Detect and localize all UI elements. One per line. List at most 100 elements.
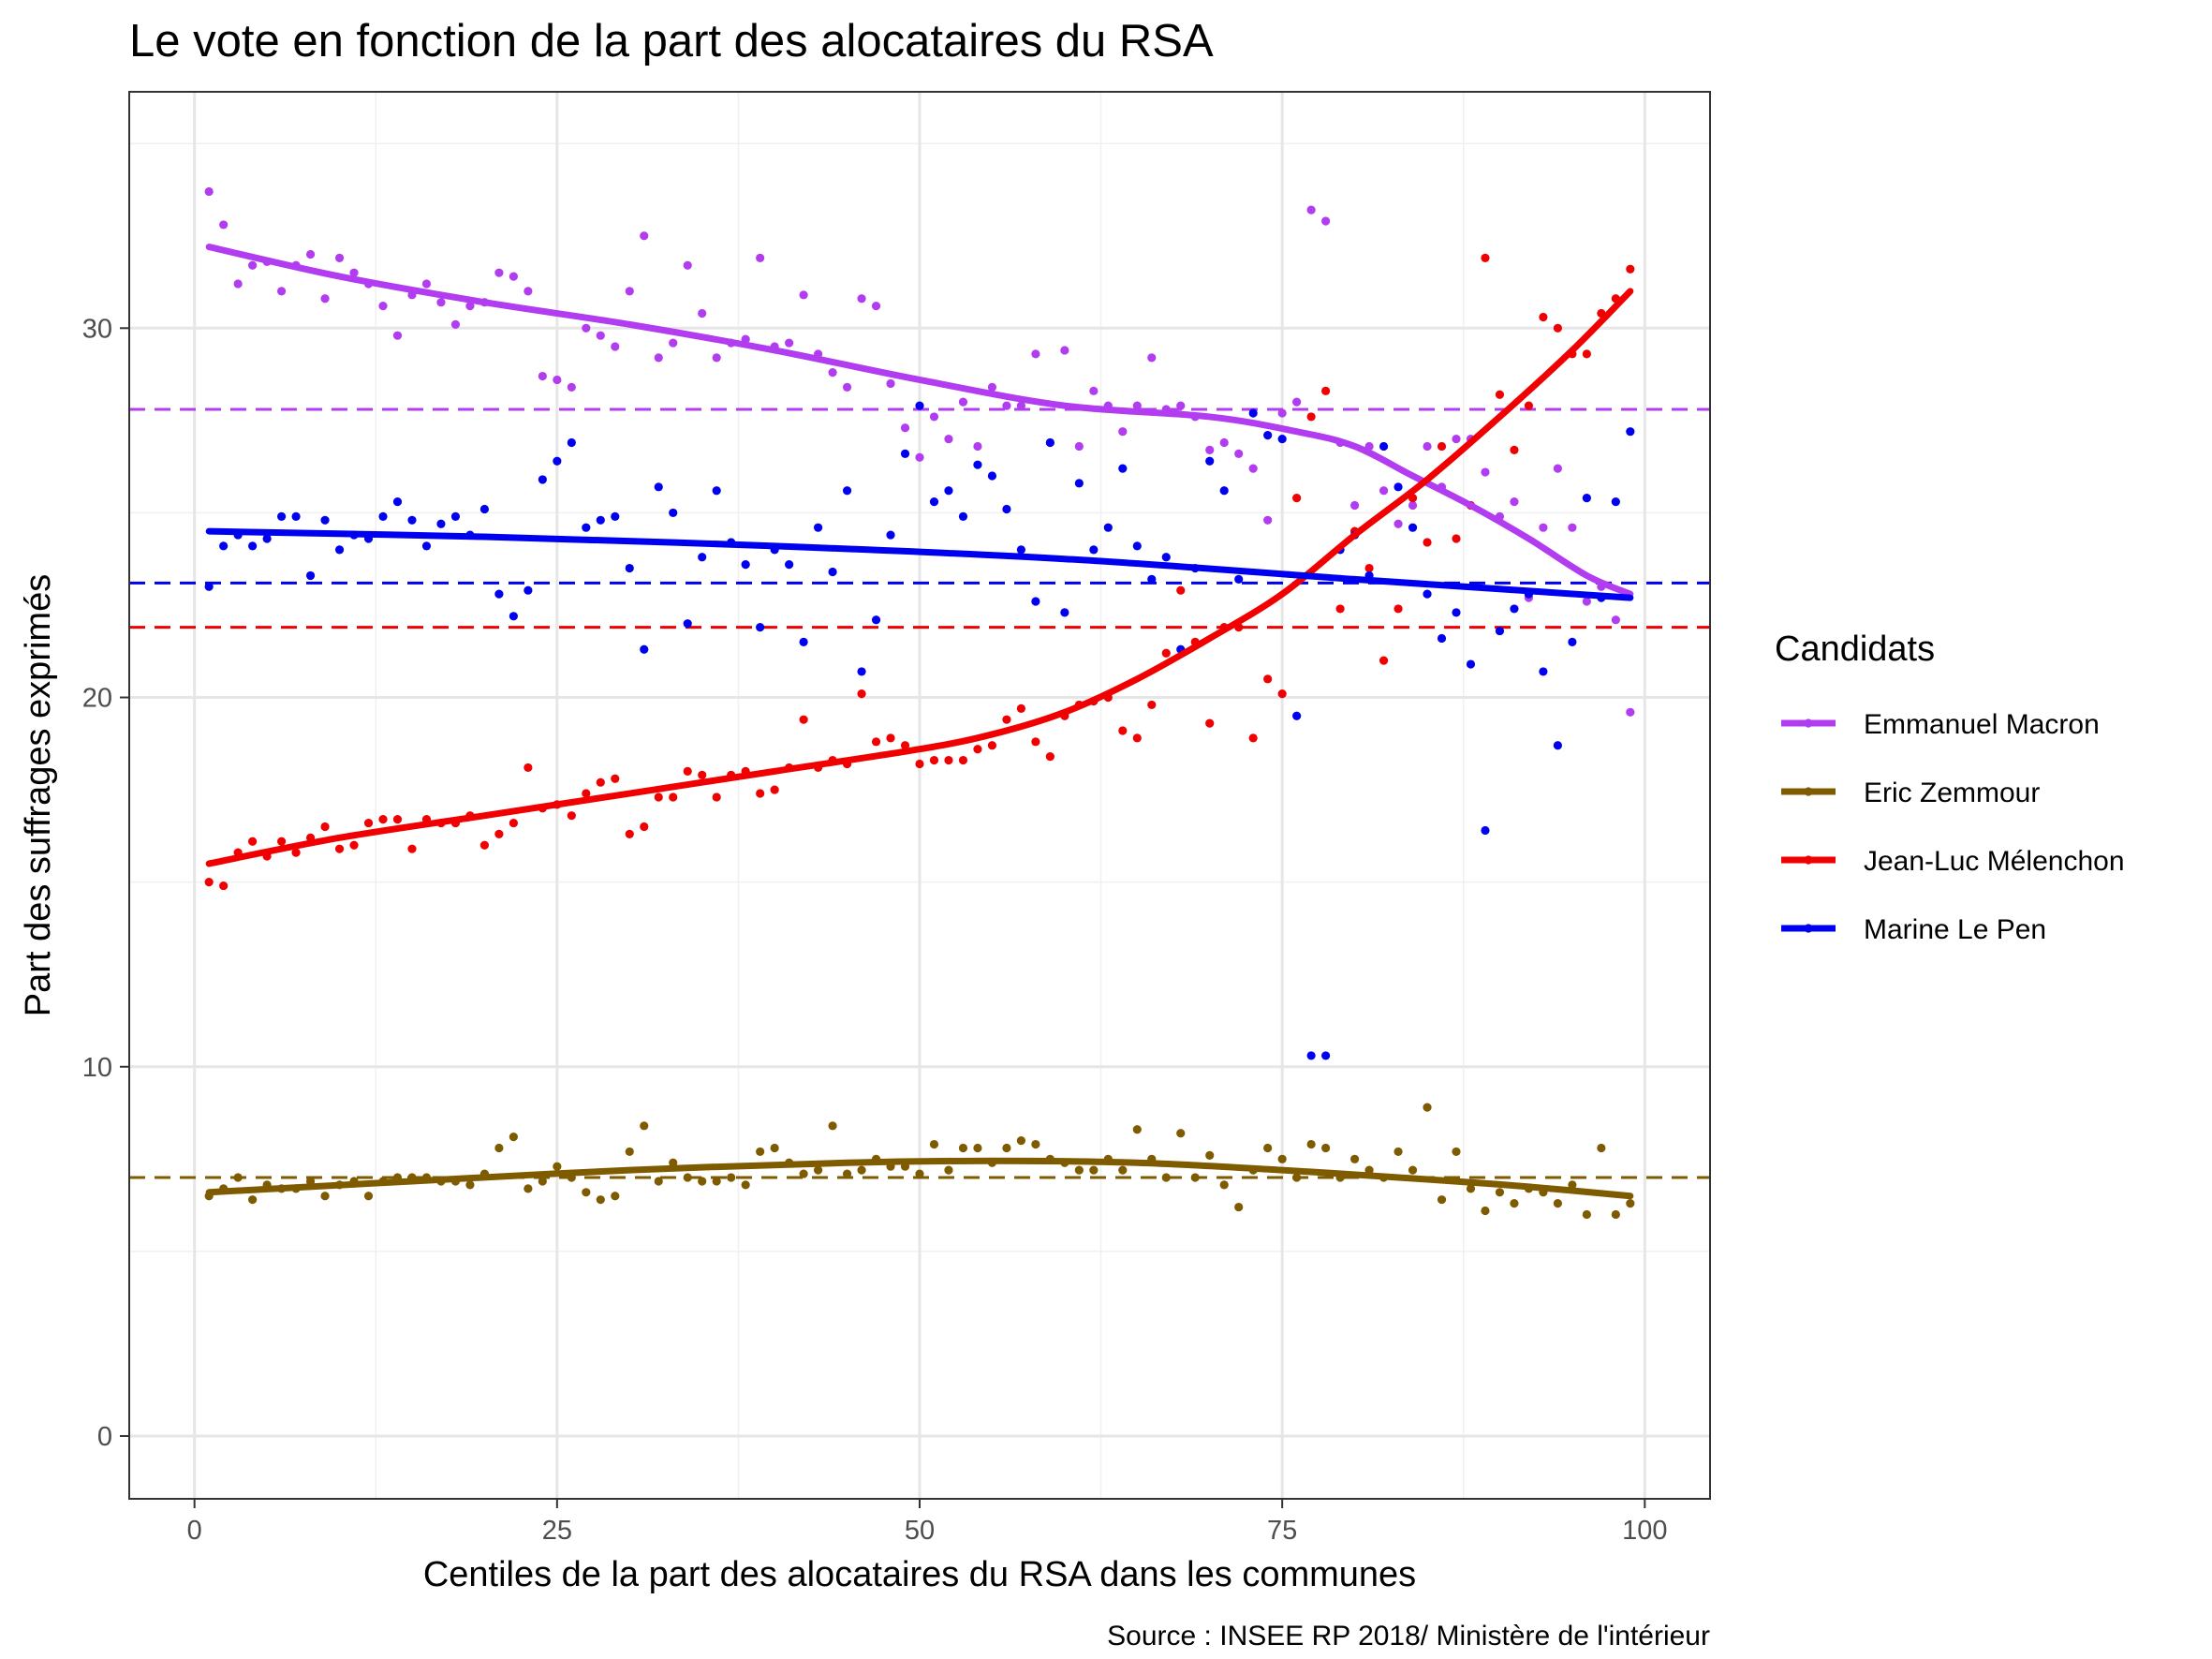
point-emmanuel-macron [1219, 437, 1229, 448]
point-marine-le-pen [1553, 741, 1562, 750]
point-marine-le-pen [741, 560, 750, 570]
point-eric-zemmour [857, 1165, 866, 1175]
point-emmanuel-macron [799, 290, 808, 300]
point-eric-zemmour [1394, 1147, 1403, 1157]
x-tick-label: 100 [1622, 1516, 1667, 1546]
point-emmanuel-macron [1132, 401, 1142, 410]
point-emmanuel-macron [712, 353, 721, 363]
point-emmanuel-macron [553, 375, 562, 385]
point-marine-le-pen [334, 545, 345, 555]
point-eric-zemmour [929, 1139, 939, 1149]
point-eric-zemmour [1219, 1180, 1229, 1190]
point-emmanuel-macron [1510, 496, 1519, 507]
point-jean-luc-melenchon [611, 774, 620, 783]
point-jean-luc-melenchon [1423, 538, 1432, 547]
point-emmanuel-macron [1263, 515, 1273, 525]
point-eric-zemmour [1466, 1184, 1476, 1193]
point-emmanuel-macron [654, 353, 663, 363]
point-marine-le-pen [1582, 494, 1591, 503]
point-marine-le-pen [1379, 441, 1389, 452]
point-jean-luc-melenchon [669, 792, 678, 802]
point-marine-le-pen [305, 570, 316, 581]
point-emmanuel-macron [392, 331, 403, 340]
point-emmanuel-macron [669, 338, 678, 348]
point-jean-luc-melenchon [1452, 534, 1461, 543]
y-tick-label: 20 [82, 684, 112, 714]
point-marine-le-pen [712, 486, 721, 496]
point-jean-luc-melenchon [1176, 585, 1186, 595]
point-marine-le-pen [219, 541, 229, 551]
point-jean-luc-melenchon [871, 737, 881, 747]
point-marine-le-pen [262, 534, 272, 543]
point-marine-le-pen [1568, 637, 1577, 646]
point-eric-zemmour [915, 1169, 924, 1178]
point-marine-le-pen [1626, 427, 1635, 437]
y-tick-label: 10 [82, 1053, 112, 1083]
point-marine-le-pen [842, 486, 852, 496]
point-marine-le-pen [828, 567, 837, 577]
point-emmanuel-macron [1349, 500, 1360, 511]
point-marine-le-pen [1161, 553, 1171, 562]
point-emmanuel-macron [1060, 346, 1069, 355]
point-emmanuel-macron [857, 294, 866, 304]
point-emmanuel-macron [334, 253, 345, 263]
point-marine-le-pen [1205, 456, 1215, 466]
point-jean-luc-melenchon [1248, 733, 1258, 743]
point-emmanuel-macron [1394, 519, 1403, 528]
point-emmanuel-macron [1292, 397, 1302, 407]
point-eric-zemmour [756, 1147, 765, 1157]
point-marine-le-pen [407, 515, 417, 525]
point-eric-zemmour [625, 1147, 634, 1157]
point-emmanuel-macron [1248, 464, 1258, 473]
point-jean-luc-melenchon [1495, 390, 1505, 399]
point-marine-le-pen [785, 560, 794, 570]
legend-key-dot [1804, 855, 1813, 865]
point-emmanuel-macron [233, 279, 243, 289]
point-marine-le-pen [1263, 431, 1273, 440]
point-jean-luc-melenchon [291, 848, 301, 857]
point-eric-zemmour [1408, 1165, 1418, 1175]
point-eric-zemmour [494, 1143, 504, 1153]
point-eric-zemmour [363, 1192, 374, 1201]
point-eric-zemmour [1626, 1199, 1635, 1208]
point-eric-zemmour [799, 1169, 808, 1178]
point-jean-luc-melenchon [334, 844, 345, 853]
point-marine-le-pen [421, 541, 432, 551]
point-marine-le-pen [509, 612, 518, 621]
x-axis-title: Centiles de la part des alocataires du R… [423, 1555, 1416, 1594]
point-jean-luc-melenchon [204, 878, 214, 887]
point-emmanuel-macron [1074, 441, 1084, 452]
point-jean-luc-melenchon [1437, 441, 1447, 452]
point-emmanuel-macron [625, 287, 634, 296]
point-marine-le-pen [915, 401, 924, 410]
point-marine-le-pen [1466, 659, 1476, 669]
point-jean-luc-melenchon [494, 829, 504, 838]
x-tick-label: 25 [542, 1516, 572, 1546]
point-marine-le-pen [698, 553, 707, 562]
point-jean-luc-melenchon [509, 818, 518, 828]
point-emmanuel-macron [582, 323, 591, 333]
point-jean-luc-melenchon [363, 818, 374, 828]
point-marine-le-pen [1248, 408, 1258, 418]
point-jean-luc-melenchon [1045, 752, 1054, 762]
point-emmanuel-macron [1205, 445, 1215, 454]
grid [129, 92, 1710, 1499]
point-jean-luc-melenchon [1132, 733, 1142, 743]
point-jean-luc-melenchon [1161, 648, 1171, 658]
point-eric-zemmour [698, 1177, 707, 1186]
point-eric-zemmour [611, 1192, 620, 1201]
point-jean-luc-melenchon [900, 741, 910, 750]
point-marine-le-pen [553, 456, 562, 466]
point-jean-luc-melenchon [582, 789, 591, 798]
point-marine-le-pen [1074, 479, 1084, 488]
point-jean-luc-melenchon [1539, 312, 1548, 322]
point-eric-zemmour [553, 1162, 562, 1171]
point-emmanuel-macron [756, 253, 765, 263]
point-emmanuel-macron [915, 452, 924, 462]
point-emmanuel-macron [1277, 408, 1287, 418]
point-marine-le-pen [1510, 604, 1519, 614]
point-emmanuel-macron [871, 302, 881, 311]
point-emmanuel-macron [1321, 216, 1331, 226]
point-emmanuel-macron [277, 287, 287, 296]
point-eric-zemmour [320, 1192, 330, 1201]
